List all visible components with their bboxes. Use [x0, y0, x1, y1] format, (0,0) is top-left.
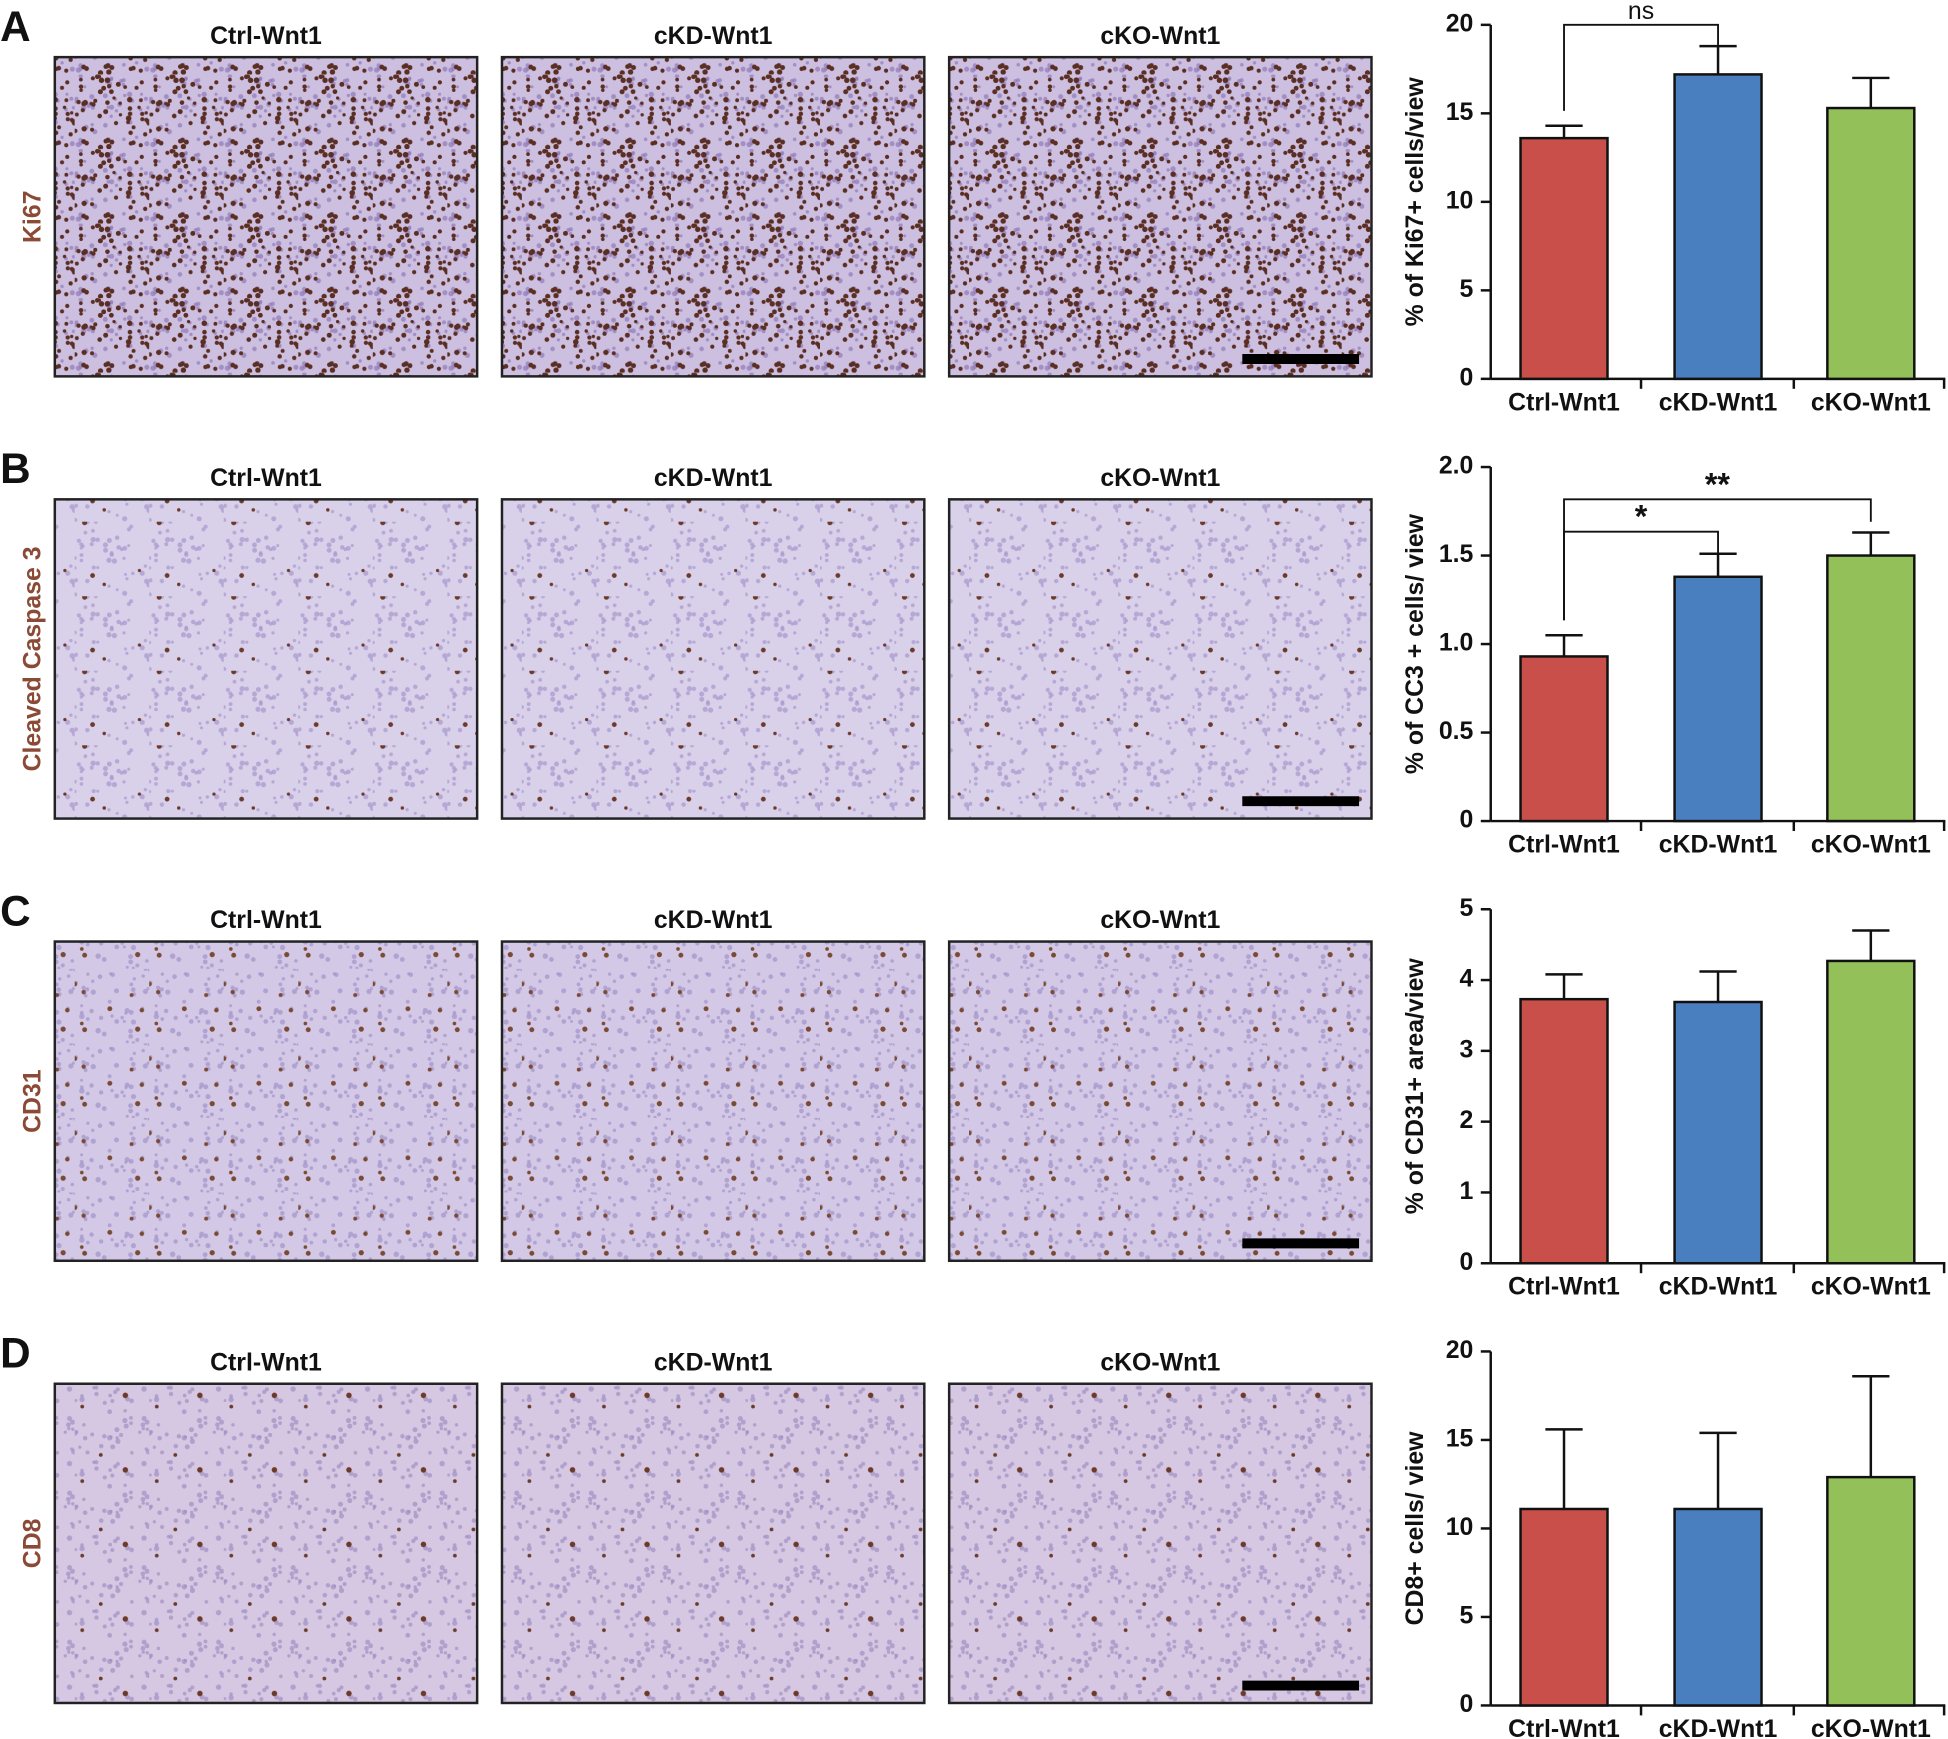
bar [1519, 136, 1609, 381]
y-tick-label: 20 [1446, 10, 1474, 37]
micrograph [947, 940, 1373, 1263]
y-tick-label: 15 [1446, 1426, 1474, 1453]
y-tick-label: 5 [1460, 895, 1474, 922]
stain-label: CD31 [19, 1069, 46, 1133]
bar [1826, 554, 1916, 823]
significance-label: ** [1705, 466, 1731, 502]
image-title: cKO-Wnt1 [1100, 907, 1220, 934]
stain-label: Cleaved Caspase 3 [19, 546, 46, 771]
micrograph [947, 498, 1373, 820]
panel-letter: A [0, 3, 30, 50]
x-tick-label: cKO-Wnt1 [1811, 1716, 1931, 1739]
micrograph [500, 940, 926, 1263]
x-tick-label: Ctrl-Wnt1 [1508, 1274, 1620, 1301]
bar [1519, 655, 1609, 823]
x-tick-label: cKO-Wnt1 [1811, 831, 1931, 858]
x-tick-label: cKD-Wnt1 [1659, 389, 1778, 416]
micrograph [500, 1382, 926, 1705]
image-title: Ctrl-Wnt1 [210, 465, 322, 492]
significance-bracket [1563, 530, 1719, 621]
y-axis-label: CD8+ cells/ view [1402, 1431, 1429, 1626]
x-tick-label: Ctrl-Wnt1 [1508, 389, 1620, 416]
bar [1826, 1475, 1916, 1707]
micrograph [500, 498, 926, 820]
micrograph [947, 1382, 1373, 1705]
y-tick-label: 3 [1460, 1036, 1474, 1063]
bar [1826, 959, 1916, 1265]
micrograph [500, 55, 926, 378]
y-axis-label: % of CC3 + cells/ view [1402, 513, 1429, 774]
x-tick-label: cKD-Wnt1 [1659, 1274, 1778, 1301]
bar [1519, 997, 1609, 1265]
y-tick-label: 2 [1460, 1107, 1474, 1134]
bar [1519, 1507, 1609, 1707]
x-tick-label: cKO-Wnt1 [1811, 389, 1931, 416]
image-title: cKO-Wnt1 [1100, 1349, 1220, 1376]
image-title: cKD-Wnt1 [654, 1349, 773, 1376]
micrograph [53, 55, 479, 378]
micrograph [947, 55, 1373, 378]
micrograph [53, 940, 479, 1263]
panel-letter: B [0, 445, 30, 492]
y-tick-label: 0 [1460, 364, 1474, 391]
bar [1673, 73, 1763, 381]
bar [1673, 1507, 1763, 1707]
x-tick-label: cKO-Wnt1 [1811, 1274, 1931, 1301]
stain-label: CD8 [19, 1518, 46, 1568]
bar [1673, 1000, 1763, 1265]
panel-letter: C [0, 887, 30, 934]
image-title: cKO-Wnt1 [1100, 23, 1220, 50]
x-tick-label: cKD-Wnt1 [1659, 1716, 1778, 1739]
image-title: cKD-Wnt1 [654, 23, 773, 50]
image-title: cKD-Wnt1 [654, 465, 773, 492]
y-tick-label: 10 [1446, 187, 1474, 214]
y-tick-label: 0 [1460, 1691, 1474, 1718]
y-tick-label: 0 [1460, 1249, 1474, 1276]
y-axis-label: % of Ki67+ cells/view [1402, 77, 1429, 327]
x-tick-label: cKD-Wnt1 [1659, 831, 1778, 858]
y-tick-label: 2.0 [1439, 453, 1474, 480]
y-tick-label: 5 [1460, 1603, 1474, 1630]
image-title: cKD-Wnt1 [654, 907, 773, 934]
y-tick-label: 1.5 [1439, 541, 1474, 568]
bar [1673, 575, 1763, 823]
y-tick-label: 1.0 [1439, 630, 1474, 657]
x-tick-label: Ctrl-Wnt1 [1508, 1716, 1620, 1739]
micrograph [53, 1382, 479, 1705]
x-tick-label: Ctrl-Wnt1 [1508, 831, 1620, 858]
y-axis-label: % of CD31+ area/view [1402, 958, 1429, 1215]
y-tick-label: 0.5 [1439, 718, 1474, 745]
significance-label: ns [1628, 0, 1654, 25]
y-tick-label: 1 [1460, 1178, 1474, 1205]
bar [1826, 106, 1916, 381]
image-title: Ctrl-Wnt1 [210, 907, 322, 934]
image-title: Ctrl-Wnt1 [210, 1349, 322, 1376]
y-tick-label: 5 [1460, 276, 1474, 303]
y-tick-label: 0 [1460, 807, 1474, 834]
y-tick-label: 10 [1446, 1514, 1474, 1541]
micrograph [53, 498, 479, 820]
stain-label: Ki67 [19, 191, 46, 243]
image-title: Ctrl-Wnt1 [210, 23, 322, 50]
panel-letter: D [0, 1330, 30, 1377]
significance-label: * [1635, 499, 1648, 535]
significance-bracket [1563, 23, 1719, 111]
image-title: cKO-Wnt1 [1100, 465, 1220, 492]
y-tick-label: 20 [1446, 1337, 1474, 1364]
y-tick-label: 4 [1460, 966, 1474, 993]
y-tick-label: 15 [1446, 99, 1474, 126]
